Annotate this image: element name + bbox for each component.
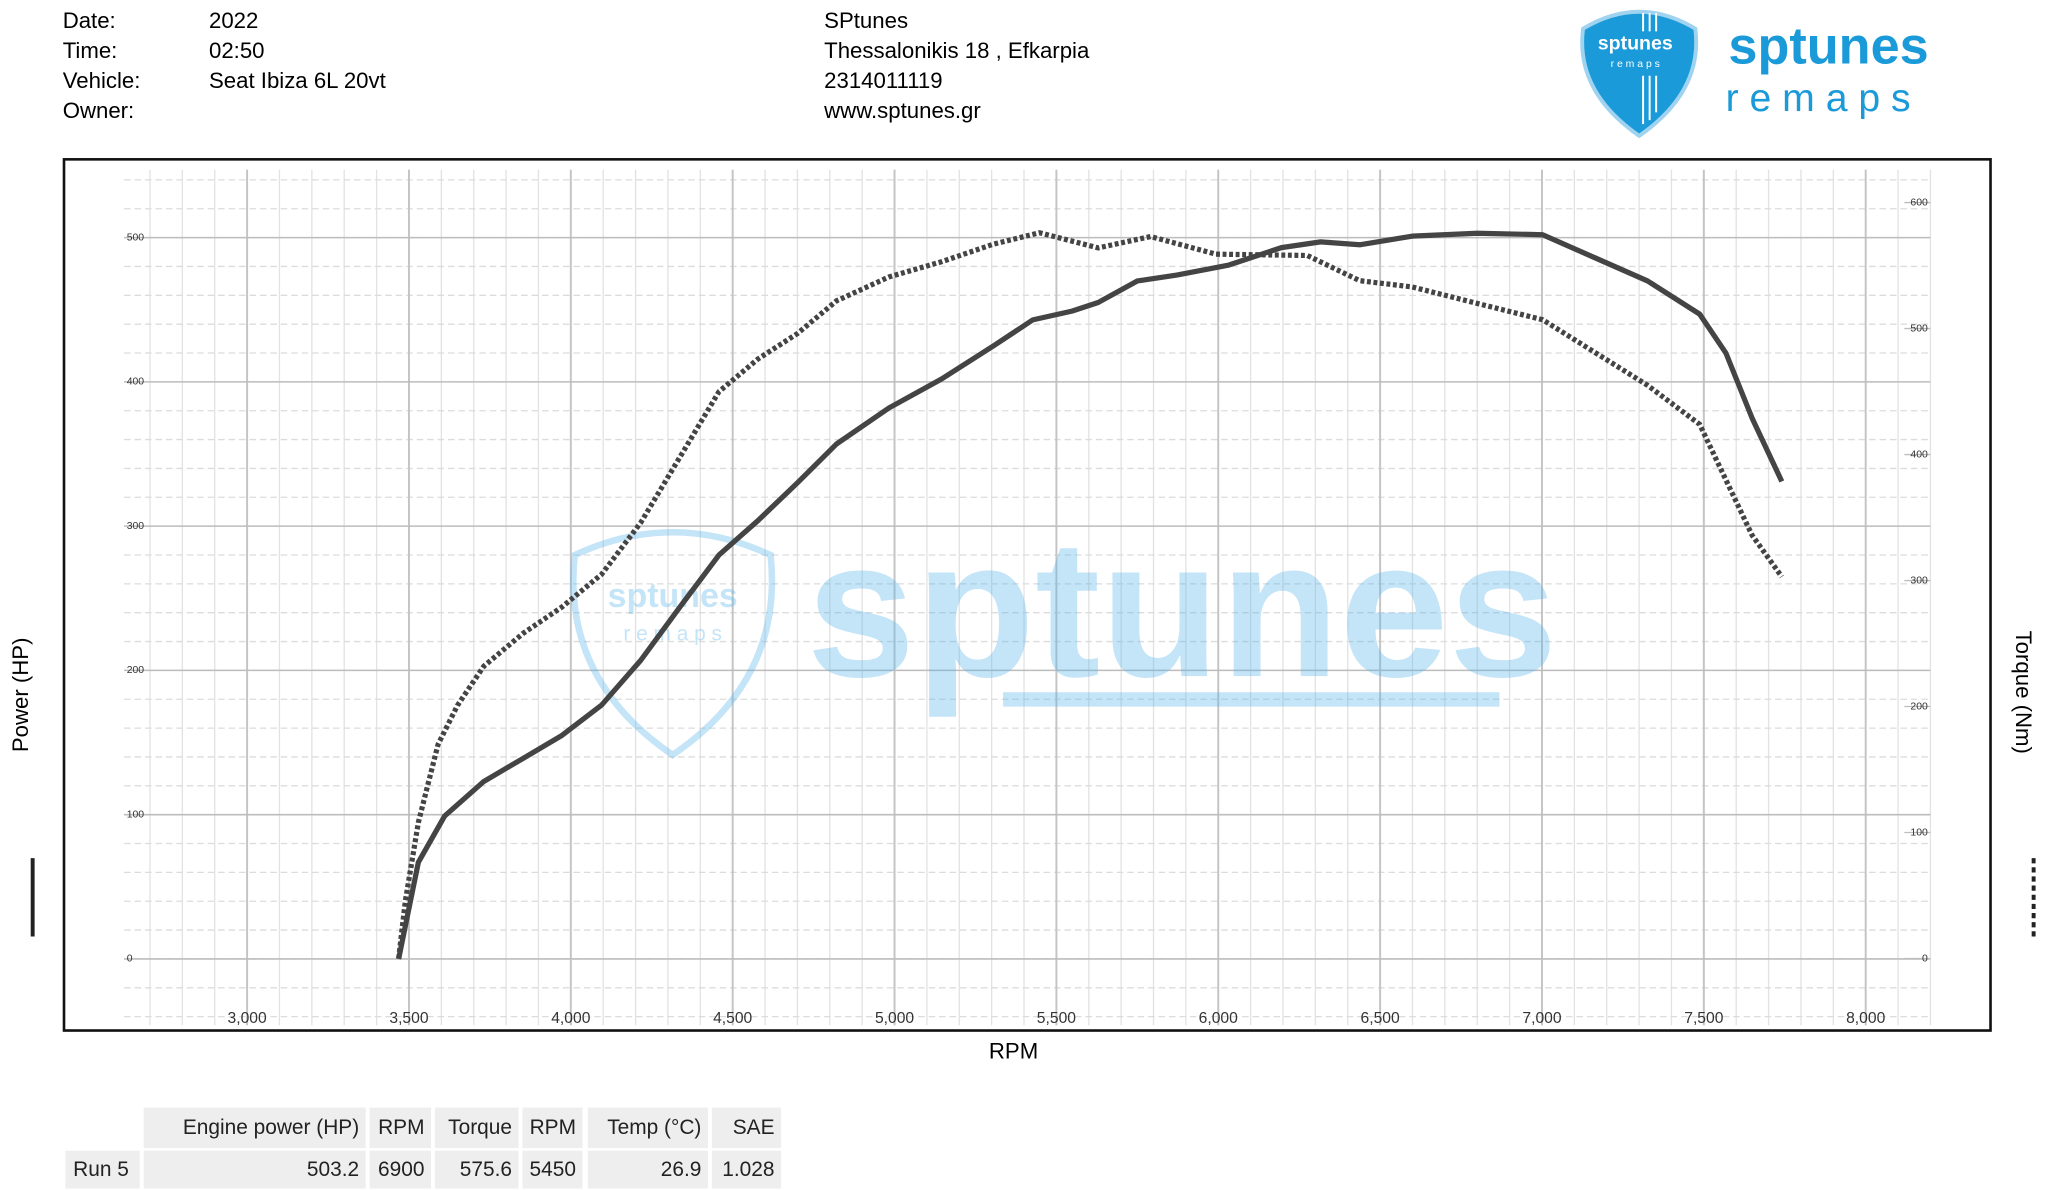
row-label-cell — [65, 1150, 140, 1189]
watermark: sptunes r e m a p s sptunes — [570, 499, 1558, 759]
y2-tick-label: 500 — [1910, 323, 1928, 334]
cell-value: 503.2 — [307, 1158, 359, 1181]
cell-value: 26.9 — [661, 1158, 702, 1181]
column-header: RPM — [378, 1116, 424, 1139]
column-header: Torque — [448, 1116, 512, 1139]
y2-tick-label: 0 — [1922, 953, 1928, 964]
cell — [143, 1150, 366, 1189]
y-tick-label: 300 — [127, 521, 145, 532]
column-header: SAE — [733, 1116, 775, 1139]
x-axis-label: RPM — [989, 1039, 1038, 1064]
y2-tick-label: 400 — [1910, 449, 1928, 460]
company-line: www.sptunes.gr — [823, 98, 981, 123]
x-tick-label: 4,000 — [551, 1010, 590, 1027]
x-tick-label: 3,500 — [389, 1010, 428, 1027]
logo-tagline: r e m a p s — [1611, 59, 1660, 70]
logo-tagline: r e m a p s — [1726, 77, 1911, 120]
field-value: 2022 — [209, 8, 258, 33]
column-header: Temp (°C) — [607, 1116, 701, 1139]
x-tick-label: 4,500 — [713, 1010, 752, 1027]
logo-name: sptunes — [1728, 17, 1928, 75]
x-tick-label: 8,000 — [1846, 1010, 1885, 1027]
logo-name: sptunes — [1598, 33, 1673, 55]
cell — [369, 1150, 432, 1189]
x-tick-label: 5,000 — [875, 1010, 914, 1027]
series-line — [396, 230, 1784, 959]
column-header: RPM — [530, 1116, 576, 1139]
logo: sptunes r e m a p s sptunes r e m a p s — [1580, 9, 1929, 139]
company-line: Thessalonikis 18 , Efkarpia — [824, 38, 1090, 63]
header-cell — [143, 1107, 366, 1149]
cell — [434, 1150, 519, 1189]
y2-tick-label: 200 — [1910, 701, 1928, 712]
cell — [711, 1150, 782, 1189]
x-tick-label: 7,000 — [1522, 1010, 1561, 1027]
header-cell — [711, 1107, 782, 1149]
field-label: Time: — [63, 38, 118, 63]
series-line — [396, 230, 1785, 960]
header-cell — [369, 1107, 432, 1149]
y2-tick-label: 100 — [1910, 827, 1928, 838]
x-tick-label: 5,500 — [1037, 1010, 1076, 1027]
company-line: SPtunes — [824, 8, 908, 33]
header-cell — [587, 1107, 708, 1149]
x-tick-label: 3,000 — [228, 1010, 267, 1027]
field-label: Owner: — [63, 98, 135, 123]
cell — [587, 1150, 708, 1189]
y-tick-label: 100 — [127, 809, 145, 820]
cell-value: 6900 — [378, 1158, 424, 1181]
y-axis-label: Power (HP) — [8, 638, 33, 753]
field-value: 02:50 — [209, 38, 265, 63]
chart-frame — [62, 158, 1992, 1032]
y-tick-label: 200 — [127, 665, 145, 676]
row-label: Run 5 — [73, 1158, 129, 1181]
y-tick-label: 500 — [127, 232, 145, 243]
x-tick-label: 6,000 — [1199, 1010, 1238, 1027]
field-label: Date: — [63, 8, 116, 33]
cell-value: 575.6 — [460, 1158, 512, 1181]
cell — [522, 1150, 583, 1189]
y2-tick-label: 600 — [1910, 197, 1928, 208]
grid — [124, 169, 1932, 1026]
y-tick-label: 0 — [127, 954, 133, 965]
x-tick-label: 6,500 — [1361, 1010, 1400, 1027]
header-cell — [434, 1107, 519, 1149]
x-tick-label: 7,500 — [1684, 1010, 1723, 1027]
y2-axis-label: Torque (Nm) — [2011, 631, 2036, 754]
watermark-name: sptunes — [608, 577, 738, 615]
field-label: Vehicle: — [63, 68, 141, 93]
header-cell — [522, 1107, 583, 1149]
y2-tick-label: 300 — [1910, 575, 1928, 586]
column-header: Engine power (HP) — [183, 1116, 359, 1139]
watermark-tagline: r e m a p s — [623, 622, 722, 645]
company-line: 2314011119 — [824, 68, 942, 93]
watermark-text: sptunes — [806, 499, 1557, 718]
y-tick-label: 400 — [127, 377, 145, 388]
cell-value: 1.028 — [722, 1158, 774, 1181]
cell-value: 5450 — [530, 1158, 576, 1181]
field-value: Seat Ibiza 6L 20vt — [209, 68, 386, 93]
